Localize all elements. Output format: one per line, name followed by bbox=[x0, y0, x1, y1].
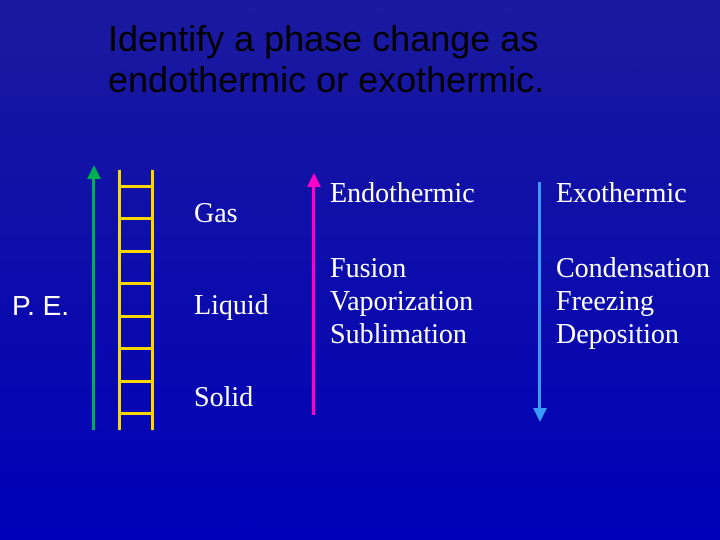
ladder-rung bbox=[118, 185, 154, 188]
exothermic-processes: Condensation Freezing Deposition bbox=[556, 252, 710, 351]
ladder-rail-left bbox=[118, 170, 121, 430]
process-freezing: Freezing bbox=[556, 285, 710, 318]
endothermic-arrow-shaft bbox=[312, 185, 315, 415]
process-sublimation: Sublimation bbox=[330, 318, 473, 351]
exothermic-arrow-head bbox=[533, 408, 547, 422]
ladder-rung bbox=[118, 315, 154, 318]
pe-arrow-shaft bbox=[92, 177, 95, 430]
endothermic-processes: Fusion Vaporization Sublimation bbox=[330, 252, 473, 351]
ladder-rung bbox=[118, 347, 154, 350]
title-line-2: endothermic or exothermic. bbox=[108, 59, 658, 100]
phase-liquid-label: Liquid bbox=[194, 290, 269, 322]
ladder-rung bbox=[118, 282, 154, 285]
exothermic-arrow-shaft bbox=[538, 182, 541, 408]
process-fusion: Fusion bbox=[330, 252, 473, 285]
process-deposition: Deposition bbox=[556, 318, 710, 351]
exothermic-header: Exothermic bbox=[556, 178, 687, 210]
endothermic-header: Endothermic bbox=[330, 178, 475, 210]
ladder-rail-right bbox=[151, 170, 154, 430]
pe-arrow-head bbox=[87, 165, 101, 179]
slide-title: Identify a phase change as endothermic o… bbox=[108, 18, 658, 101]
energy-ladder bbox=[118, 170, 154, 430]
ladder-rung bbox=[118, 380, 154, 383]
ladder-rung bbox=[118, 412, 154, 415]
pe-axis-label: P. E. bbox=[12, 290, 69, 322]
ladder-rung bbox=[118, 217, 154, 220]
phase-gas-label: Gas bbox=[194, 198, 238, 230]
process-condensation: Condensation bbox=[556, 252, 710, 285]
process-vaporization: Vaporization bbox=[330, 285, 473, 318]
ladder-rung bbox=[118, 250, 154, 253]
endothermic-arrow-head bbox=[307, 173, 321, 187]
phase-solid-label: Solid bbox=[194, 382, 253, 414]
title-line-1: Identify a phase change as bbox=[108, 18, 658, 59]
